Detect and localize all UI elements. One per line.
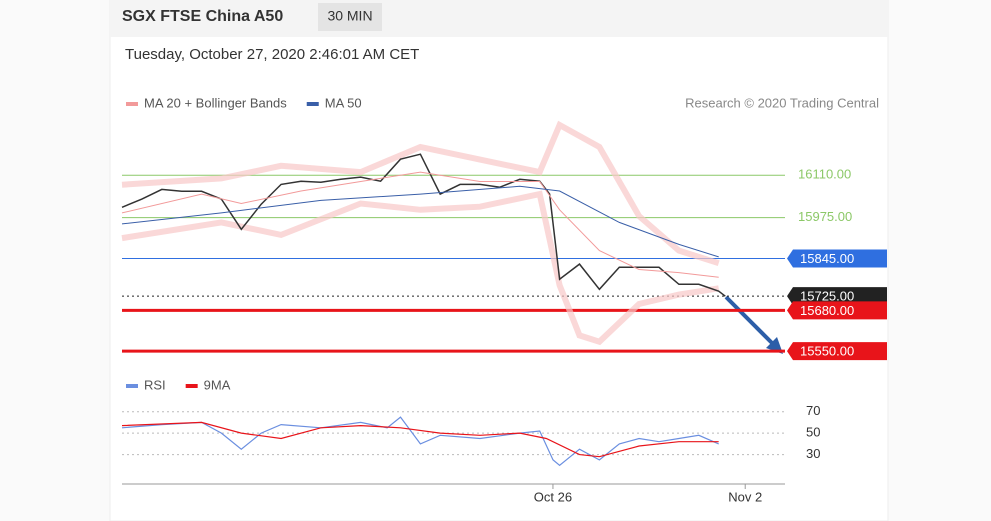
- legend-swatch: [126, 102, 138, 106]
- level-label: 15845.00: [800, 251, 854, 266]
- legend-swatch: [306, 102, 319, 106]
- legend-swatch: [185, 384, 198, 388]
- level-label: 16110.00: [798, 167, 851, 182]
- indicator-line: [121, 421, 719, 458]
- y-tick-label: 70: [806, 403, 820, 418]
- legend-swatch: [126, 384, 138, 388]
- level-label: 15725.00: [800, 289, 854, 304]
- bollinger-lower: [121, 190, 720, 346]
- price-line: [121, 153, 726, 297]
- timestamp: Tuesday, October 27, 2020 2:46:01 AM CET: [125, 46, 419, 63]
- header-bar: [110, 0, 888, 37]
- credit: Research © 2020 Trading Central: [685, 95, 879, 110]
- y-tick-label: 30: [806, 446, 820, 461]
- x-tick-label: Oct 26: [534, 489, 572, 504]
- x-tick-label: Nov 2: [728, 489, 762, 504]
- y-tick-label: 50: [806, 425, 820, 440]
- panel: [109, 0, 889, 521]
- indicator-line: [121, 416, 719, 467]
- legend-label: MA 20 + Bollinger Bands: [144, 95, 287, 110]
- interval-box: [318, 3, 382, 31]
- ma-line: [121, 171, 719, 278]
- interval: 30 MIN: [327, 8, 372, 24]
- level-label: 15550.00: [800, 344, 854, 359]
- level-label: 15975.00: [798, 209, 852, 224]
- level-badge: [787, 301, 887, 320]
- level-badge: [787, 249, 887, 268]
- forecast-arrow: [724, 295, 777, 348]
- title: SGX FTSE China A50: [122, 8, 283, 25]
- bollinger-upper: [121, 120, 720, 267]
- ma-line: [121, 185, 719, 258]
- legend-label: 9MA: [204, 377, 231, 392]
- level-label: 15680.00: [800, 303, 854, 318]
- level-badge: [787, 342, 887, 361]
- legend-label: MA 50: [325, 95, 362, 110]
- legend-label: RSI: [144, 377, 166, 392]
- level-badge: [787, 287, 887, 306]
